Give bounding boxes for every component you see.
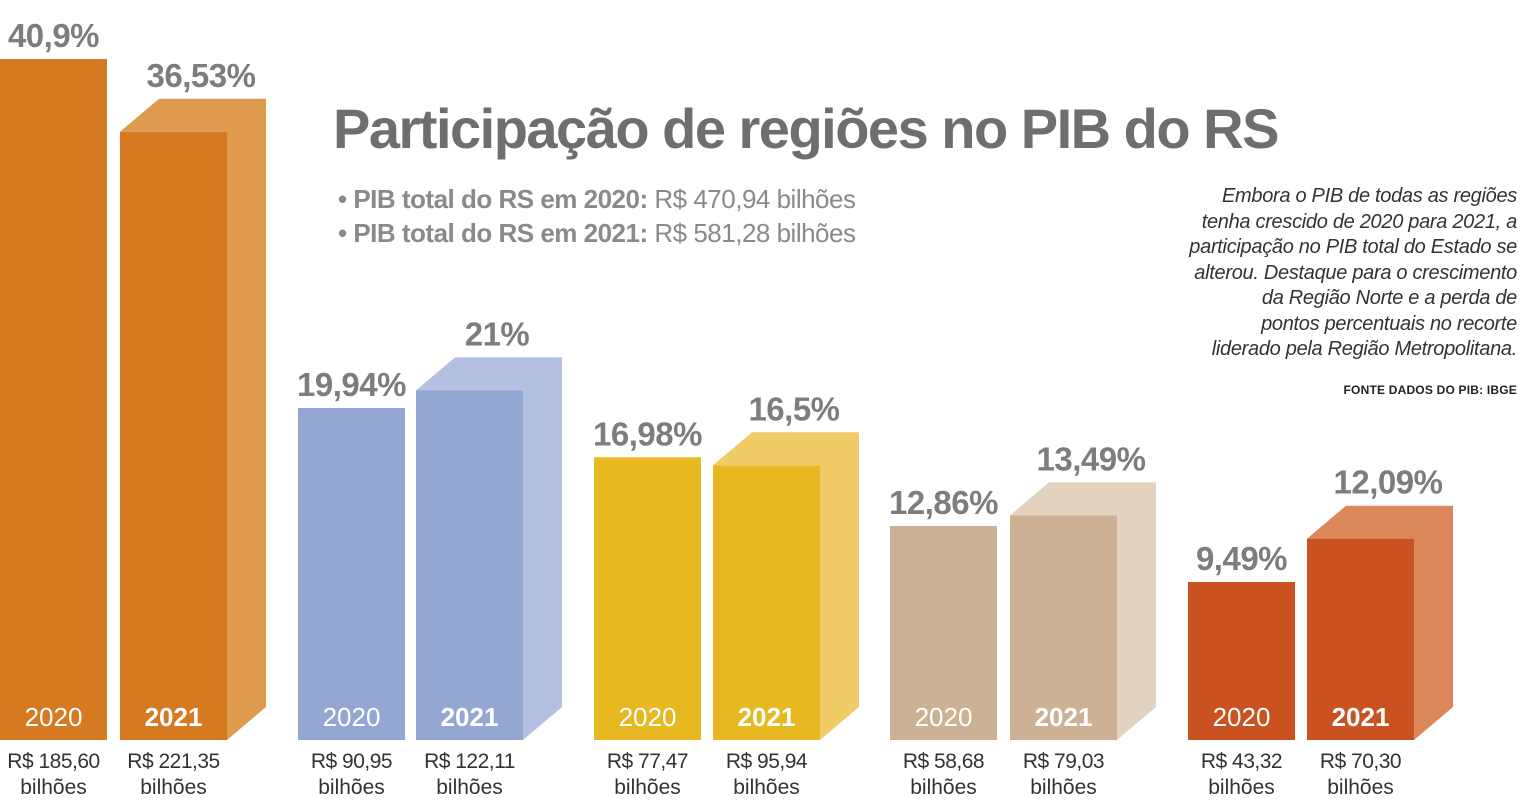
percent-label: 13,49% xyxy=(1037,440,1146,477)
year-label: 2020 xyxy=(323,702,381,732)
value-label: R$ 79,03 xyxy=(1023,750,1104,773)
unit-label: bilhões xyxy=(20,776,87,799)
value-label: R$ 43,32 xyxy=(1201,750,1282,773)
source-credit: FONTE DADOS DO PIB: IBGE xyxy=(1343,383,1517,397)
bar-2020 xyxy=(594,457,701,740)
totals-list: • PIB total do RS em 2020: R$ 470,94 bil… xyxy=(338,182,856,250)
bar-2020 xyxy=(890,525,997,740)
percent-label: 9,49% xyxy=(1196,540,1287,577)
value-label: R$ 77,47 xyxy=(607,750,688,773)
total-2021: • PIB total do RS em 2021: R$ 581,28 bil… xyxy=(338,218,856,248)
value-label: R$ 95,94 xyxy=(726,750,808,773)
percent-label: 21% xyxy=(465,315,530,352)
year-label: 2021 xyxy=(1035,702,1093,732)
bar-2020 xyxy=(298,407,405,740)
year-label: 2021 xyxy=(441,702,499,732)
year-label: 2020 xyxy=(1213,702,1271,732)
unit-label: bilhões xyxy=(140,776,207,799)
bar-side-face xyxy=(416,357,562,740)
bar-2021 xyxy=(120,131,227,740)
value-label: R$ 58,68 xyxy=(903,750,984,773)
value-label: R$ 185,60 xyxy=(7,750,99,773)
value-label: R$ 70,30 xyxy=(1320,750,1401,773)
percent-label: 16,98% xyxy=(593,415,702,452)
unit-label: bilhões xyxy=(1208,776,1275,799)
percent-label: 12,86% xyxy=(889,484,998,521)
bar-side-face xyxy=(713,432,859,740)
total-2020: • PIB total do RS em 2020: R$ 470,94 bil… xyxy=(338,184,856,214)
year-label: 2021 xyxy=(145,702,203,732)
bar-side-face xyxy=(120,98,266,740)
percent-label: 16,5% xyxy=(748,390,839,427)
value-label: R$ 122,11 xyxy=(424,750,515,773)
percent-label: 36,53% xyxy=(147,57,256,94)
bar-2021 xyxy=(1010,515,1117,740)
value-label: R$ 221,35 xyxy=(127,750,219,773)
value-label: R$ 90,95 xyxy=(311,750,392,773)
bar-2020 xyxy=(0,59,107,740)
unit-label: bilhões xyxy=(910,776,977,799)
unit-label: bilhões xyxy=(614,776,681,799)
bar-2021 xyxy=(1307,538,1414,740)
year-label: 2020 xyxy=(915,702,973,732)
percent-label: 12,09% xyxy=(1334,464,1443,501)
unit-label: bilhões xyxy=(318,776,385,799)
year-label: 2020 xyxy=(25,702,83,732)
percent-label: 40,9% xyxy=(8,17,99,54)
unit-label: bilhões xyxy=(1030,776,1097,799)
annotation-note: Embora o PIB de todas as regiões tenha c… xyxy=(1189,185,1517,360)
unit-label: bilhões xyxy=(436,776,503,799)
bar-2021 xyxy=(416,390,523,740)
percent-label: 19,94% xyxy=(297,366,406,403)
bar-side-face xyxy=(1307,505,1453,740)
bar-2021 xyxy=(713,465,820,740)
year-label: 2021 xyxy=(1332,702,1390,732)
year-label: 2020 xyxy=(619,702,677,732)
bar-2020 xyxy=(1188,581,1295,740)
bar-side-face xyxy=(1010,482,1156,740)
chart-title: Participação de regiões no PIB do RS xyxy=(333,97,1279,160)
unit-label: bilhões xyxy=(733,776,800,799)
year-label: 2021 xyxy=(738,702,796,732)
unit-label: bilhões xyxy=(1327,776,1394,799)
